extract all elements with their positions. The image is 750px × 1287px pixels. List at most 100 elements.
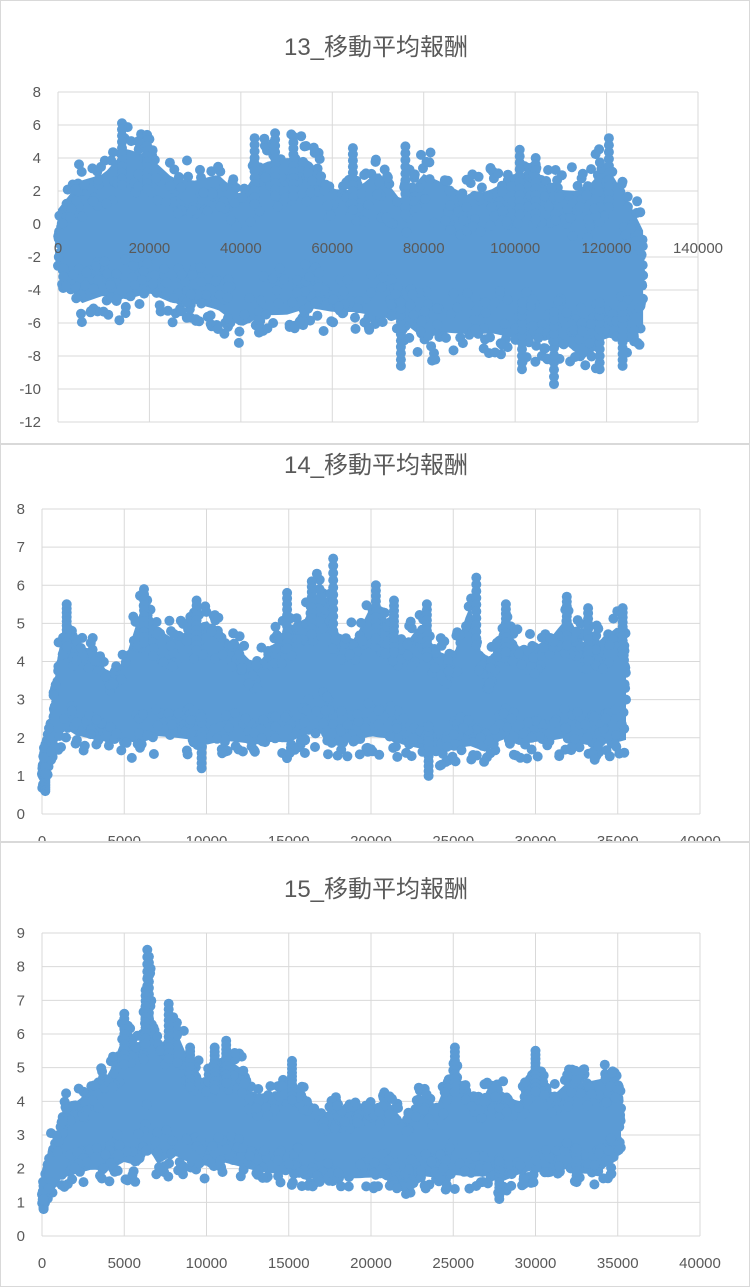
y-tick-label: 0 bbox=[33, 216, 41, 233]
data-point bbox=[207, 188, 218, 199]
y-tick-label: 1 bbox=[17, 768, 25, 785]
data-point bbox=[335, 274, 346, 285]
data-point bbox=[279, 274, 289, 285]
data-point bbox=[245, 216, 256, 227]
data-point bbox=[440, 215, 451, 226]
data-point bbox=[565, 213, 576, 224]
data-point bbox=[603, 181, 614, 192]
data-point bbox=[58, 271, 69, 282]
y-tick-label: 6 bbox=[33, 117, 41, 134]
data-point bbox=[359, 216, 370, 227]
data-point bbox=[502, 294, 513, 305]
data-point bbox=[570, 352, 580, 362]
data-point bbox=[497, 186, 508, 197]
data-point bbox=[338, 286, 349, 297]
x-tick-label: 120000 bbox=[582, 240, 632, 257]
data-point bbox=[582, 181, 593, 192]
data-point bbox=[622, 191, 633, 202]
data-point bbox=[473, 171, 484, 182]
data-point bbox=[212, 324, 223, 334]
y-tick-label: 5 bbox=[17, 615, 25, 632]
data-point bbox=[543, 165, 554, 175]
data-point bbox=[294, 316, 305, 327]
data-point bbox=[420, 194, 431, 204]
data-point bbox=[205, 310, 216, 321]
data-point bbox=[292, 275, 303, 286]
data-point bbox=[318, 326, 329, 336]
data-point bbox=[462, 288, 473, 299]
data-point bbox=[581, 190, 592, 201]
data-point bbox=[133, 181, 144, 192]
data-point bbox=[99, 256, 110, 267]
data-point bbox=[133, 169, 144, 180]
data-point bbox=[222, 292, 233, 303]
data-point bbox=[617, 301, 628, 312]
data-point bbox=[377, 317, 388, 327]
data-point bbox=[485, 332, 495, 343]
data-point bbox=[234, 326, 245, 337]
data-point bbox=[497, 205, 508, 216]
data-point bbox=[470, 214, 480, 225]
data-point bbox=[176, 306, 187, 317]
data-point bbox=[313, 282, 324, 293]
y-tick-label: -12 bbox=[19, 414, 41, 431]
data-point bbox=[120, 308, 131, 319]
data-point bbox=[114, 315, 125, 326]
data-point bbox=[562, 203, 573, 214]
chart-panel-14: 14_移動平均報酬 012345678050001000015000200002… bbox=[0, 444, 750, 842]
data-point bbox=[478, 343, 489, 354]
data-point bbox=[76, 317, 87, 328]
data-point bbox=[272, 201, 283, 212]
data-point bbox=[98, 306, 109, 317]
data-point bbox=[416, 316, 427, 327]
data-point bbox=[259, 140, 270, 151]
data-point bbox=[495, 286, 505, 296]
data-point bbox=[594, 297, 605, 308]
data-point bbox=[576, 317, 587, 328]
data-point bbox=[310, 297, 321, 308]
data-point bbox=[85, 307, 96, 318]
data-point bbox=[74, 263, 85, 274]
data-point bbox=[549, 314, 559, 325]
data-point bbox=[470, 324, 481, 335]
y-tick-label: 6 bbox=[17, 577, 25, 594]
data-point bbox=[65, 212, 76, 223]
data-point bbox=[111, 293, 122, 304]
data-point bbox=[244, 293, 255, 304]
data-point bbox=[258, 271, 269, 282]
data-point bbox=[222, 313, 233, 324]
data-point bbox=[138, 266, 149, 276]
data-point bbox=[268, 318, 279, 328]
data-point bbox=[549, 335, 559, 346]
data-point bbox=[134, 299, 145, 309]
data-point bbox=[521, 286, 532, 297]
data-point bbox=[622, 201, 633, 212]
data-point bbox=[66, 204, 77, 215]
data-point bbox=[549, 357, 559, 368]
data-point bbox=[550, 215, 561, 226]
data-point bbox=[152, 195, 163, 206]
data-point bbox=[231, 221, 242, 232]
data-point bbox=[549, 307, 559, 317]
data-point bbox=[634, 339, 645, 350]
data-point bbox=[79, 179, 90, 190]
data-point bbox=[603, 174, 614, 185]
data-point bbox=[386, 299, 397, 310]
data-point bbox=[214, 290, 225, 300]
data-point bbox=[195, 262, 206, 273]
x-tick-label: 20000 bbox=[129, 240, 171, 257]
data-point bbox=[88, 283, 99, 294]
data-point bbox=[305, 187, 316, 198]
data-point bbox=[62, 184, 73, 195]
data-point bbox=[415, 326, 426, 337]
data-point bbox=[162, 305, 173, 316]
data-point bbox=[169, 164, 180, 175]
data-point bbox=[131, 252, 142, 263]
data-point bbox=[455, 332, 466, 343]
data-point bbox=[210, 276, 221, 287]
data-point bbox=[444, 185, 455, 196]
data-point bbox=[325, 210, 336, 221]
y-tick-label: -6 bbox=[28, 315, 41, 332]
data-point bbox=[489, 297, 500, 308]
data-point bbox=[416, 149, 426, 160]
